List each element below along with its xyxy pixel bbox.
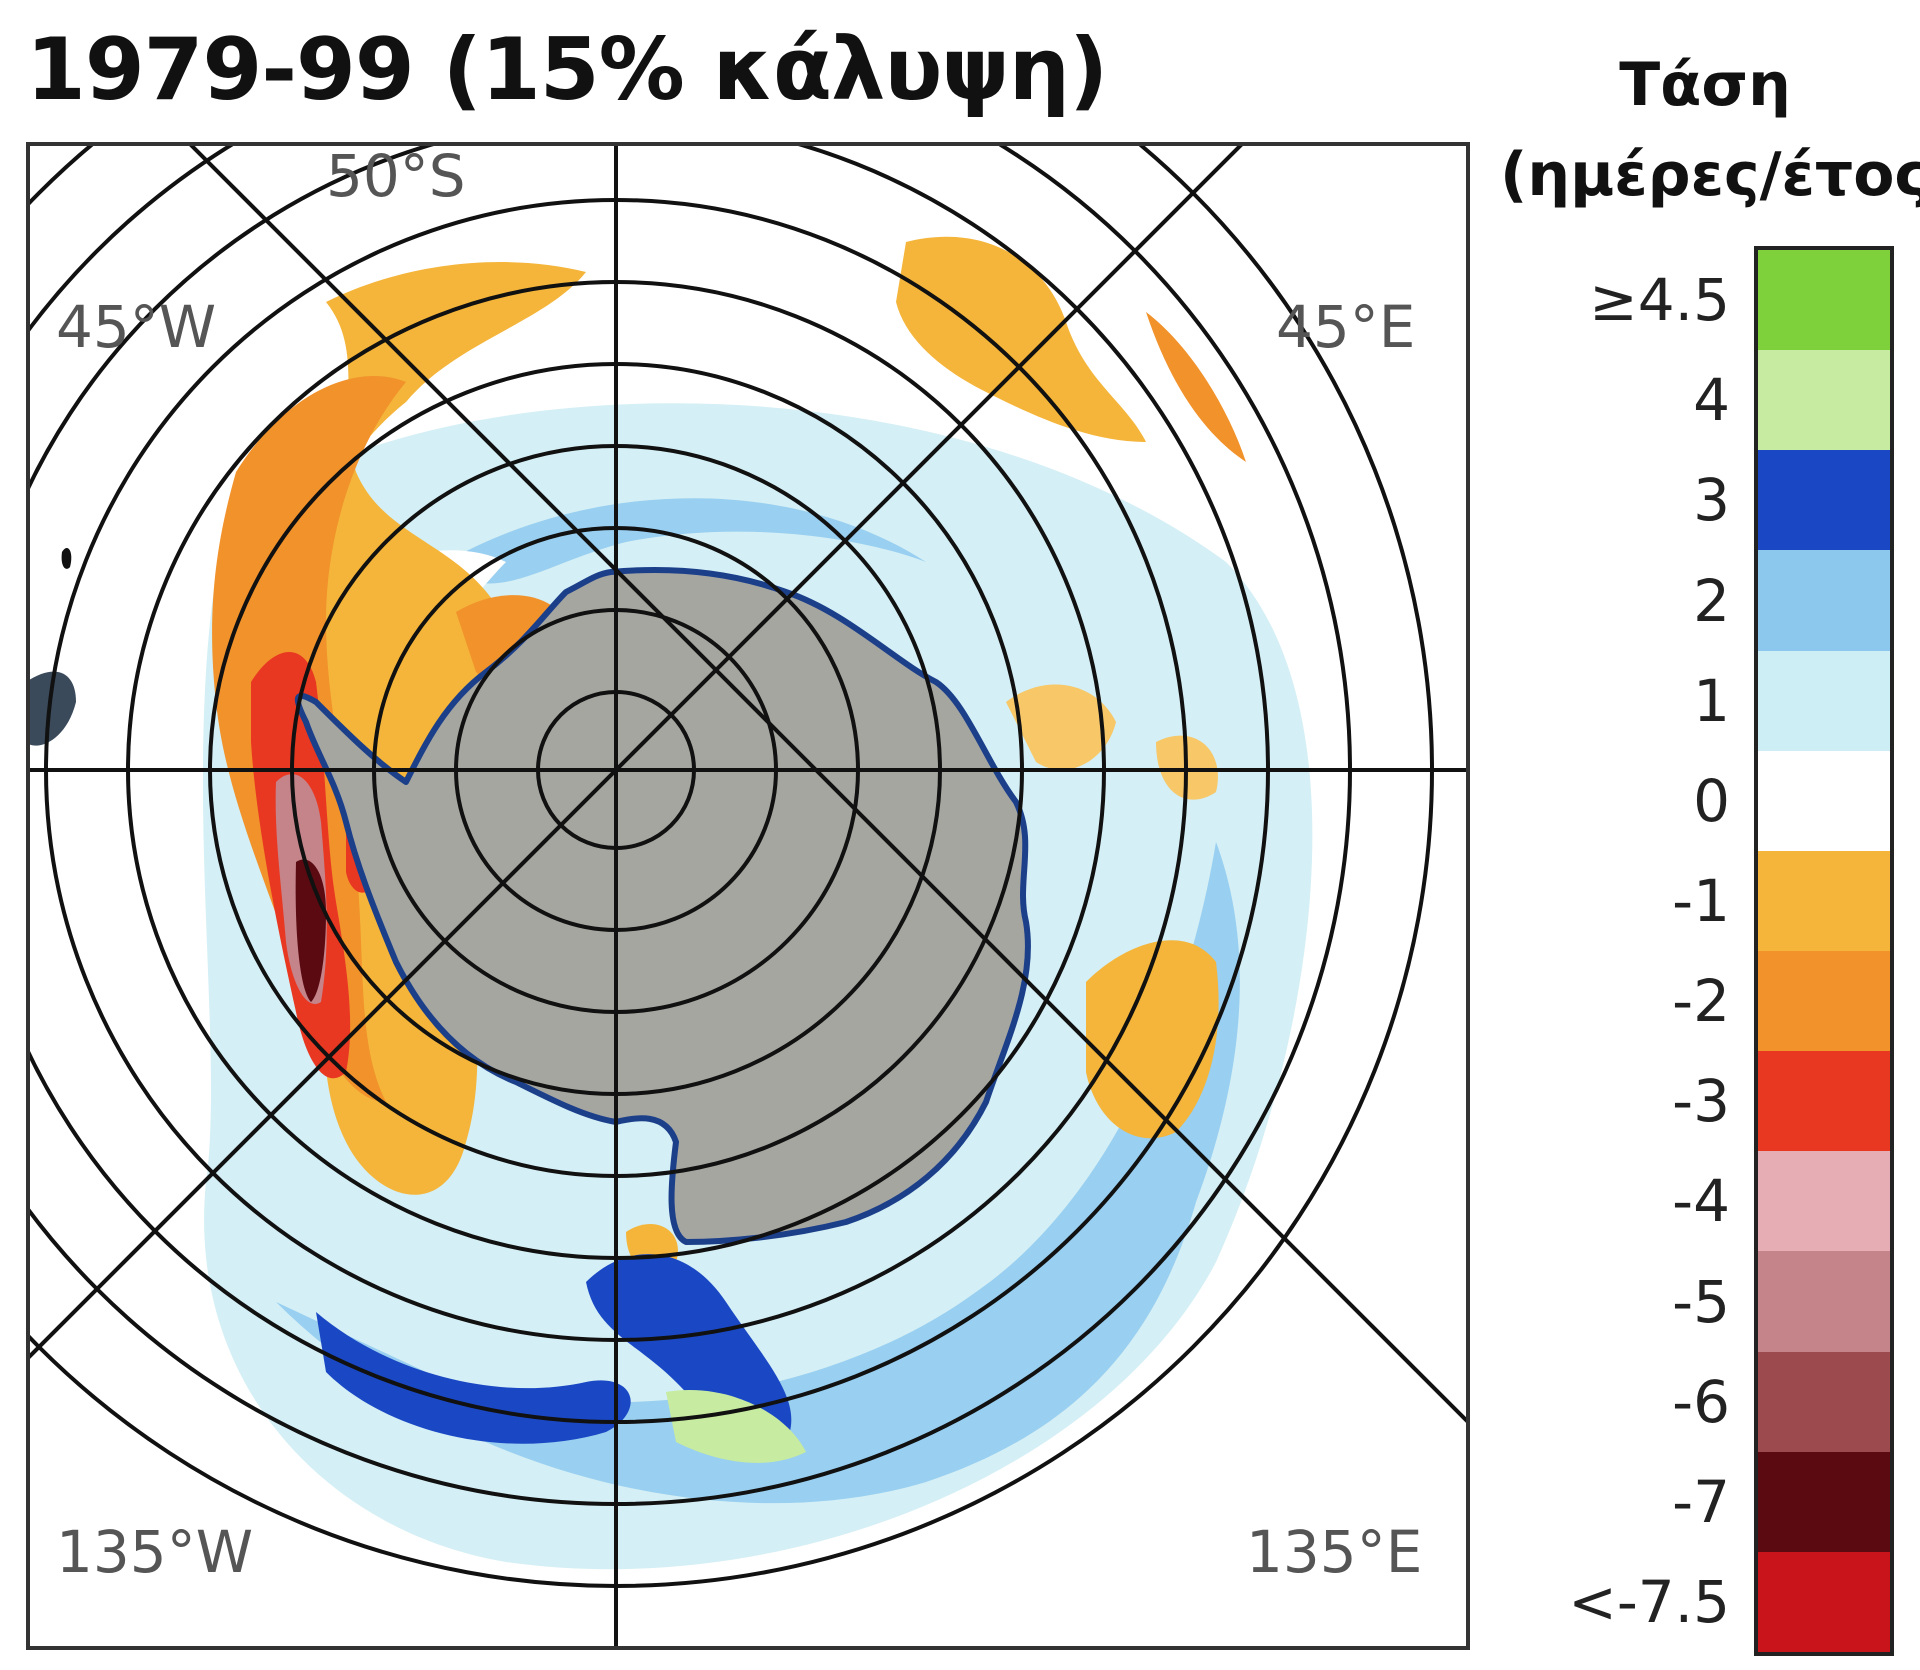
legend-label: 1 bbox=[1693, 666, 1730, 735]
legend-swatch bbox=[1758, 950, 1890, 1052]
legend-swatch bbox=[1758, 1351, 1890, 1452]
graticule bbox=[26, 142, 1470, 1650]
legend-swatch bbox=[1758, 350, 1890, 451]
lon-label-45e: 45°E bbox=[1276, 293, 1415, 361]
legend-label: 2 bbox=[1693, 566, 1730, 635]
lat-label-50s: 50°S bbox=[326, 142, 466, 210]
legend-swatch bbox=[1758, 550, 1890, 651]
legend-label: -7 bbox=[1672, 1467, 1730, 1536]
legend-swatch bbox=[1758, 250, 1890, 351]
legend-label: -5 bbox=[1672, 1267, 1730, 1336]
lon-label-135w: 135°W bbox=[56, 1518, 253, 1586]
legend-swatch bbox=[1758, 850, 1890, 951]
legend-label: -4 bbox=[1672, 1167, 1730, 1236]
legend-colorbar bbox=[1754, 246, 1894, 1656]
legend-title: Τάση (ημέρες/έτος) bbox=[1500, 40, 1920, 220]
legend-swatch bbox=[1758, 1451, 1890, 1552]
legend-swatch bbox=[1758, 1051, 1890, 1152]
legend-label: 4 bbox=[1693, 366, 1730, 435]
legend-swatch bbox=[1758, 750, 1890, 851]
legend-swatch bbox=[1758, 1251, 1890, 1352]
legend-label: <-7.5 bbox=[1568, 1567, 1730, 1636]
trend-region-strong-positive bbox=[316, 1254, 806, 1463]
legend-label: 3 bbox=[1693, 466, 1730, 535]
legend-title-line2: (ημέρες/έτος) bbox=[1500, 140, 1920, 210]
legend-label: 0 bbox=[1693, 766, 1730, 835]
lon-label-135e: 135°E bbox=[1246, 1518, 1422, 1586]
legend-swatch bbox=[1758, 1551, 1890, 1652]
legend-label: -1 bbox=[1672, 866, 1730, 935]
island-mark bbox=[61, 547, 72, 569]
legend-swatch bbox=[1758, 1151, 1890, 1252]
map-panel: 50°S 45°W 45°E 135°W 135°E bbox=[26, 142, 1470, 1650]
legend-label: -6 bbox=[1672, 1367, 1730, 1436]
lon-label-45w: 45°W bbox=[56, 293, 216, 361]
map-title: 1979-99 (15% κάλυψη) bbox=[26, 20, 1108, 120]
legend-swatch bbox=[1758, 450, 1890, 551]
map-frame bbox=[26, 142, 1470, 1650]
legend-label: -2 bbox=[1672, 967, 1730, 1036]
legend-swatch bbox=[1758, 650, 1890, 751]
polar-map: 50°S 45°W 45°E 135°W 135°E bbox=[26, 142, 1470, 1650]
legend-label: -3 bbox=[1672, 1067, 1730, 1136]
legend-title-line1: Τάση bbox=[1619, 50, 1791, 120]
legend-label: ≥4.5 bbox=[1589, 266, 1730, 335]
